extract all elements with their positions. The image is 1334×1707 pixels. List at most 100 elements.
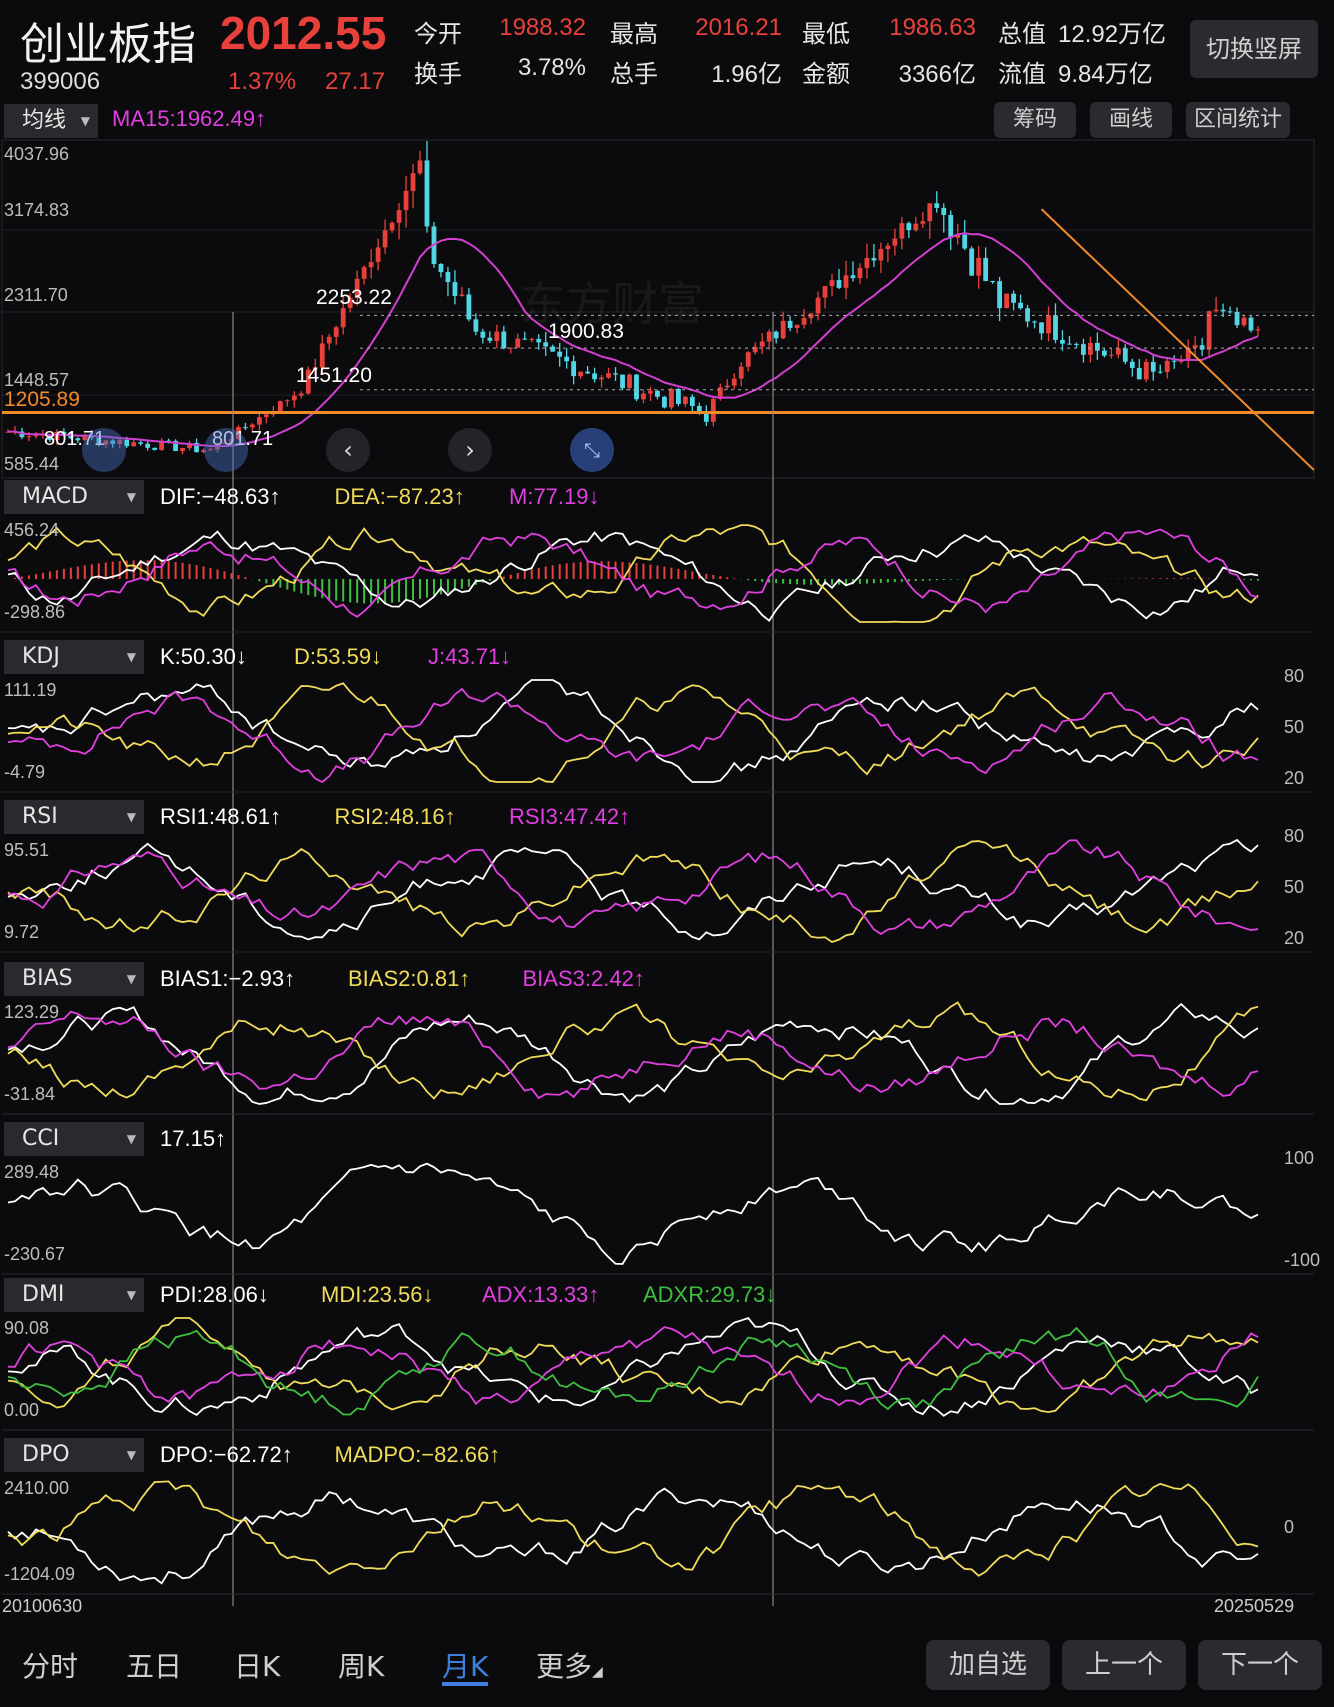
legend-dpo-0: DPO:−62.72↑ xyxy=(160,1442,293,1467)
candle-body xyxy=(529,338,535,340)
candle-body xyxy=(347,297,353,308)
candle-body xyxy=(459,294,465,296)
candle-body xyxy=(571,361,577,377)
candle-body xyxy=(627,374,632,389)
ylabel-max-cci: 289.48 xyxy=(4,1162,60,1182)
ylabel-min-dmi: 0.00 xyxy=(4,1400,40,1420)
indicator-select-rsi[interactable]: RSI ▼ xyxy=(4,800,144,834)
indicator-select-bias[interactable]: BIAS ▼ xyxy=(4,962,144,996)
chip-button[interactable]: 筹码 xyxy=(994,102,1076,138)
candle-body xyxy=(103,440,109,445)
candle-body xyxy=(424,160,430,227)
candle-body xyxy=(256,417,262,425)
candle-body xyxy=(1122,348,1128,362)
chevron-right-icon[interactable]: › xyxy=(448,428,492,472)
candle-body xyxy=(801,318,807,325)
legend-dmi-3: ADXR:29.73↓ xyxy=(643,1282,777,1307)
stat-label-7: 流值 xyxy=(998,60,1046,88)
main-ylabel-max: 4037.96 xyxy=(4,144,70,164)
candle-body xyxy=(885,245,891,250)
range-stats-button[interactable]: 区间统计 xyxy=(1186,102,1290,138)
candle-body xyxy=(298,393,304,396)
next-button[interactable]: 下一个 xyxy=(1198,1640,1322,1690)
draw-line-button[interactable]: 画线 xyxy=(1090,102,1172,138)
candle-body xyxy=(871,258,877,261)
tab-daily-k[interactable]: 日K xyxy=(234,1650,281,1683)
candle-body xyxy=(333,327,339,337)
indicator-line-rsi-0 xyxy=(7,838,1259,941)
indicator-select-macd[interactable]: MACD ▼ xyxy=(4,480,144,514)
indicator-select-cci[interactable]: CCI ▼ xyxy=(4,1122,144,1156)
legend-rsi-0: RSI1:48.61↑ xyxy=(160,804,282,829)
tab-monthly-k[interactable]: 月K xyxy=(442,1650,489,1683)
candle-body xyxy=(1150,361,1156,372)
candle-body xyxy=(1178,360,1184,362)
stat-value-7: 9.84万亿 xyxy=(1058,61,1153,88)
candle-body xyxy=(243,427,248,429)
ma-select[interactable]: 均线 ▼ xyxy=(4,104,98,138)
candle-body xyxy=(1206,311,1212,350)
stat-label-2: 最低 xyxy=(802,20,850,48)
candle-body xyxy=(745,352,751,367)
ma15-legend: MA15:1962.49↑ xyxy=(112,106,267,131)
tab-more[interactable]: 更多◢ xyxy=(536,1650,603,1683)
candle-body xyxy=(305,369,311,394)
candle-body xyxy=(208,449,213,451)
annotation-2253: 2253.22 xyxy=(316,286,392,309)
candle-body xyxy=(263,414,269,418)
candle-body xyxy=(1094,342,1100,351)
stat-value-3: 12.92万亿 xyxy=(1058,21,1167,48)
kline-chart-area[interactable] xyxy=(0,0,1334,1620)
candle-body xyxy=(1171,360,1177,362)
add-watchlist-button[interactable]: 加自选 xyxy=(926,1640,1050,1690)
legend-rsi-2: RSI3:47.42↑ xyxy=(509,804,631,829)
ylabel-min-cci: -230.67 xyxy=(4,1244,66,1264)
x-axis-end: 20250529 xyxy=(1214,1596,1295,1616)
tab-weekly-k[interactable]: 周K xyxy=(338,1650,385,1683)
indicator-line-kdj-0 xyxy=(7,679,1259,783)
candle-body xyxy=(396,210,402,223)
collapse-icon[interactable]: ⤡ xyxy=(570,428,614,472)
candle-body xyxy=(82,435,88,441)
indicator-line-dpo-1 xyxy=(7,1480,1259,1577)
chevron-left-icon[interactable]: ‹ xyxy=(326,428,370,472)
candle-body xyxy=(878,249,884,261)
candle-body xyxy=(766,331,772,342)
candle-body xyxy=(1011,293,1016,303)
indicator-tag-label: KDJ xyxy=(22,644,60,669)
ylabel-min-rsi: 9.72 xyxy=(4,922,40,942)
candle-body xyxy=(438,263,444,273)
indicator-line-dmi-1 xyxy=(7,1317,1259,1413)
candle-body xyxy=(187,442,192,449)
chevron-down-icon: ▼ xyxy=(80,114,90,128)
indicator-select-dpo[interactable]: DPO ▼ xyxy=(4,1438,144,1472)
indicator-tag-label: DMI xyxy=(22,1282,65,1307)
candle-body xyxy=(1143,361,1149,380)
pan-right-circle[interactable] xyxy=(204,428,248,472)
candle-body xyxy=(47,434,53,441)
candle-body xyxy=(836,280,842,288)
candle-body xyxy=(382,230,388,248)
indicator-select-kdj[interactable]: KDJ ▼ xyxy=(4,640,144,674)
indicator-tag-label: DPO xyxy=(22,1442,70,1467)
indicator-tag-label: RSI xyxy=(22,804,58,829)
candle-body xyxy=(976,257,982,276)
pan-left-circle[interactable] xyxy=(82,428,126,472)
tab-five-day[interactable]: 五日 xyxy=(126,1650,183,1683)
candle-body xyxy=(473,319,479,332)
candle-body xyxy=(131,442,137,447)
tab-intraday[interactable]: 分时 xyxy=(22,1650,79,1683)
switch-portrait-button[interactable]: 切换竖屏 xyxy=(1190,20,1318,78)
chevron-down-icon: ▼ xyxy=(126,490,136,504)
main-ylabel-4: 1448.57 xyxy=(4,370,70,390)
candle-body xyxy=(487,337,493,341)
indicator-select-dmi[interactable]: DMI ▼ xyxy=(4,1278,144,1312)
candle-body xyxy=(536,338,542,343)
stat-label-5: 总手 xyxy=(610,60,658,88)
candle-body xyxy=(361,267,367,279)
candle-body xyxy=(417,160,423,174)
candle-body xyxy=(1234,311,1240,326)
stat-value-6: 3366亿 xyxy=(898,61,976,88)
previous-button[interactable]: 上一个 xyxy=(1062,1640,1186,1690)
candle-body xyxy=(445,272,451,283)
